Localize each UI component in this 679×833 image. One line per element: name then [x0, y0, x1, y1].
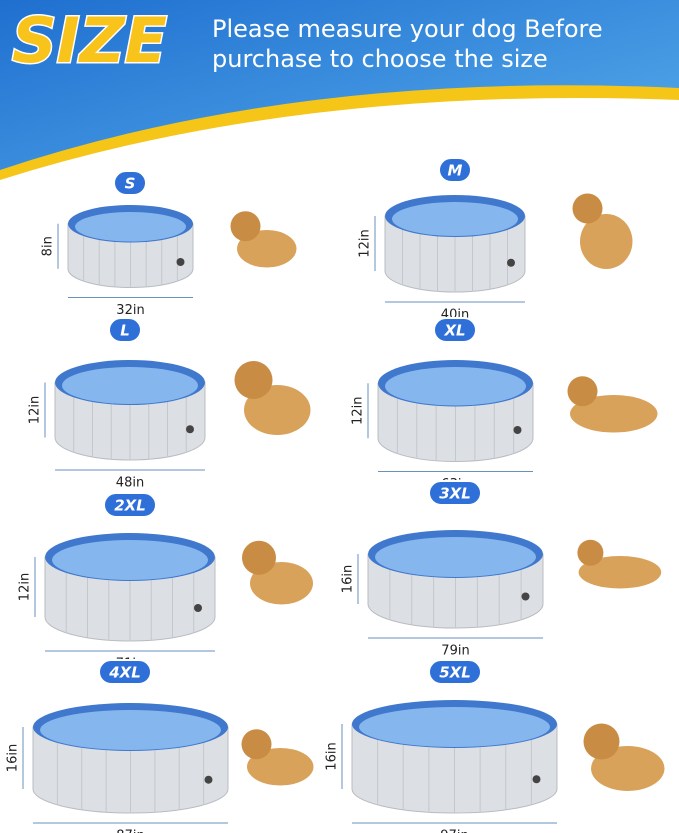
dog-photo-head — [583, 723, 620, 760]
size-badge — [438, 157, 472, 183]
size-badge — [108, 317, 142, 343]
pool-drain — [513, 426, 522, 434]
height-label: 12in — [351, 397, 366, 425]
size-badge — [113, 170, 147, 196]
size-badge — [433, 317, 477, 343]
size-label: 5XL — [439, 664, 471, 682]
pool-drain — [507, 258, 515, 267]
height-label: 16in — [325, 742, 340, 770]
size-label: M — [448, 162, 463, 180]
pool-floor — [375, 537, 536, 577]
size-label: XL — [443, 322, 465, 340]
height-label: 16in — [6, 744, 21, 772]
dog-photo — [580, 214, 633, 269]
pool-floor — [75, 212, 186, 242]
width-label: 48in — [116, 476, 144, 491]
height-label: 12in — [358, 229, 373, 257]
size-badge — [428, 480, 482, 506]
pool-drain — [532, 775, 541, 784]
size-grid: S8in32inM12in40inL12in48inXL12in63in2XL1… — [6, 157, 665, 833]
size-label: 4XL — [108, 664, 141, 682]
size-badge — [428, 659, 482, 685]
pool-floor — [52, 540, 208, 580]
pool-drain — [521, 592, 530, 601]
dog-photo-head — [242, 540, 276, 575]
height-label: 16in — [341, 565, 356, 593]
dog-photo-head — [241, 729, 272, 760]
dog-photo-head — [567, 376, 598, 407]
width-label: 32in — [116, 303, 144, 318]
size-label: S — [125, 175, 136, 193]
dog-photo-head — [577, 539, 604, 566]
pool-floor — [40, 710, 221, 750]
pool-floor — [385, 367, 526, 406]
width-label: 87in — [116, 829, 144, 833]
size-badge — [103, 492, 157, 518]
size-badge — [98, 659, 152, 685]
dog-photo-head — [230, 211, 261, 242]
pool-drain — [176, 258, 185, 266]
dog-photo — [570, 395, 658, 433]
tagline: purchase to choose the size — [212, 45, 548, 73]
width-label: 79in — [441, 644, 469, 659]
pool-floor — [359, 707, 550, 747]
height-label: 12in — [28, 396, 43, 424]
size-label: 2XL — [114, 497, 146, 515]
pool-floor — [62, 367, 198, 404]
dog-photo — [578, 556, 662, 589]
pool-drain — [194, 604, 202, 612]
pool-drain — [186, 425, 194, 434]
title: SIZE — [12, 4, 167, 77]
width-label: 97in — [440, 829, 468, 833]
height-label: 12in — [18, 573, 33, 601]
dog-photo-head — [234, 361, 273, 399]
size-label: L — [120, 322, 130, 340]
pool-floor — [392, 202, 518, 236]
height-label: 8in — [41, 236, 56, 256]
tagline: Please measure your dog Before — [212, 15, 603, 43]
pool-drain — [204, 775, 213, 784]
size-label: 3XL — [439, 485, 471, 503]
dog-photo-head — [572, 193, 603, 224]
